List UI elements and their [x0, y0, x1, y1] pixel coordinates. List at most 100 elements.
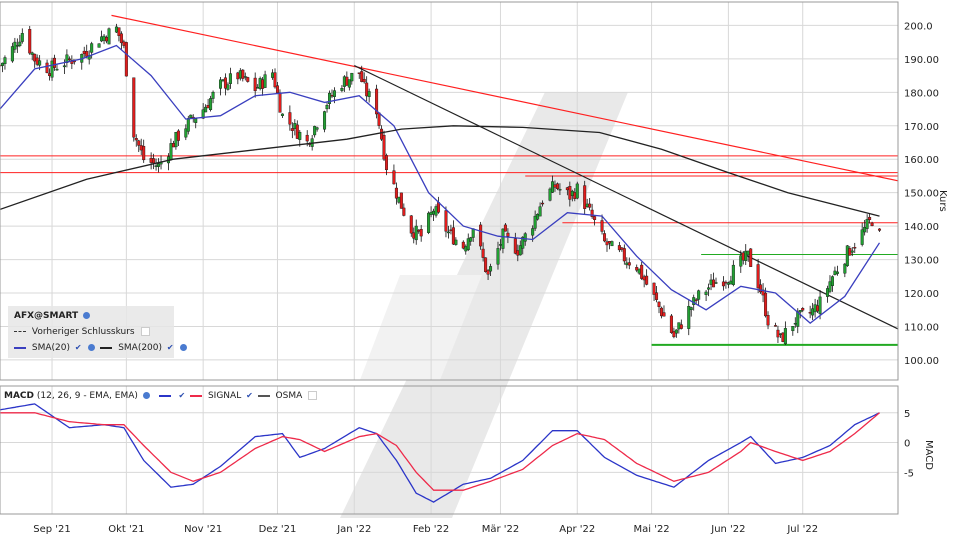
- macd-line-signal: [0, 412, 880, 491]
- candle-up: [90, 43, 94, 53]
- candle-down: [275, 85, 279, 93]
- candle-down: [278, 92, 282, 113]
- candle-up: [325, 104, 329, 110]
- dashed-line-icon: [14, 331, 26, 332]
- candle-up: [13, 41, 17, 50]
- candle-down: [506, 232, 510, 237]
- candle-down: [362, 78, 366, 83]
- candle-up: [709, 279, 713, 285]
- candle-down: [402, 207, 406, 216]
- candle-up: [50, 60, 54, 78]
- candle-up: [674, 329, 678, 334]
- candle-up: [687, 305, 691, 329]
- candle-down: [660, 307, 664, 317]
- candle-down: [45, 62, 49, 73]
- candle-up: [811, 308, 815, 316]
- candle-up: [271, 72, 275, 78]
- candle-up: [570, 190, 574, 197]
- settings-icon[interactable]: [88, 344, 96, 351]
- candle-up: [10, 46, 14, 62]
- candle-down: [85, 51, 89, 57]
- candle-up: [258, 78, 262, 89]
- candle-down: [399, 192, 403, 209]
- candle-up: [434, 206, 438, 216]
- candle-down: [669, 315, 673, 333]
- x-tick-label: Feb '22: [413, 524, 449, 535]
- candle-up: [184, 128, 188, 138]
- candle-down: [573, 192, 577, 199]
- trend-line: [111, 14, 899, 182]
- candle-up: [238, 70, 242, 79]
- settings-icon[interactable]: [180, 344, 188, 351]
- candle-up: [825, 288, 829, 297]
- candle-up: [347, 79, 351, 88]
- candle-down: [105, 37, 109, 42]
- candle-up: [818, 296, 822, 314]
- macd-tick-label: 5: [904, 409, 910, 420]
- candle-down: [236, 72, 240, 80]
- price-tick-label: 130.00: [904, 256, 939, 267]
- candle-down: [119, 33, 123, 44]
- candle-up: [791, 326, 795, 332]
- candle-up: [489, 266, 493, 272]
- candle-down: [357, 72, 361, 74]
- candle-down: [761, 289, 765, 296]
- check-icon[interactable]: ✔: [178, 391, 186, 400]
- macd-tick-label: -5: [904, 468, 914, 479]
- candle-down: [134, 138, 138, 141]
- x-tick-label: Jul '22: [786, 524, 818, 535]
- macd-tick-label: 0: [904, 439, 910, 450]
- x-tick-label: Dez '21: [259, 524, 297, 535]
- macd-title: MACD: [4, 391, 34, 401]
- red-line-icon: [190, 394, 203, 397]
- check-icon[interactable]: ✔: [74, 343, 82, 352]
- x-tick-label: Nov '21: [184, 524, 222, 535]
- price-legend: AFX@SMART Vorheriger Schlusskurs SMA(20)…: [8, 306, 188, 358]
- check-icon[interactable]: ✔: [246, 391, 253, 400]
- checkbox-icon[interactable]: [308, 391, 318, 400]
- candle-down: [878, 228, 882, 231]
- candle-down: [461, 241, 465, 249]
- candle-up: [3, 57, 7, 65]
- candle-up: [263, 74, 267, 88]
- candle-down: [655, 292, 659, 300]
- candle-down: [603, 233, 607, 242]
- candle-up: [464, 246, 468, 252]
- candle-up: [350, 72, 354, 82]
- check-icon[interactable]: ✔: [166, 343, 174, 352]
- candle-down: [377, 112, 381, 126]
- candle-up: [157, 163, 161, 167]
- candle-up: [429, 211, 433, 215]
- candle-up: [169, 143, 173, 160]
- candle-up: [697, 290, 701, 300]
- candle-down: [657, 301, 661, 307]
- candle-down: [412, 232, 416, 239]
- checkbox-icon[interactable]: [140, 327, 150, 336]
- candle-down: [801, 307, 805, 311]
- legend-sma200: SMA(200): [118, 343, 163, 353]
- candle-up: [107, 28, 111, 45]
- candle-up: [38, 60, 42, 66]
- x-tick-label: Okt '21: [108, 524, 144, 535]
- candle-down: [137, 140, 141, 146]
- candle-down: [870, 222, 874, 227]
- candle-up: [521, 236, 525, 249]
- candle-up: [692, 297, 696, 305]
- candle-up: [746, 250, 750, 256]
- x-tick-label: Sep '21: [33, 524, 71, 535]
- settings-icon[interactable]: [142, 392, 150, 399]
- x-tick-label: Jun '22: [710, 524, 745, 535]
- candle-up: [533, 215, 537, 229]
- candle-up: [55, 68, 59, 71]
- candle-up: [828, 281, 832, 292]
- candle-down: [330, 95, 334, 97]
- settings-icon[interactable]: [83, 312, 90, 319]
- price-tick-label: 110.00: [904, 322, 939, 333]
- candle-up: [523, 233, 527, 242]
- legend-sma-row: SMA(20) ✔ SMA(200) ✔: [14, 342, 188, 354]
- candle-up: [729, 280, 733, 285]
- price-tick-label: 150.00: [904, 189, 939, 200]
- candle-down: [600, 220, 604, 232]
- candle-down: [273, 72, 277, 88]
- candle-down: [290, 128, 294, 131]
